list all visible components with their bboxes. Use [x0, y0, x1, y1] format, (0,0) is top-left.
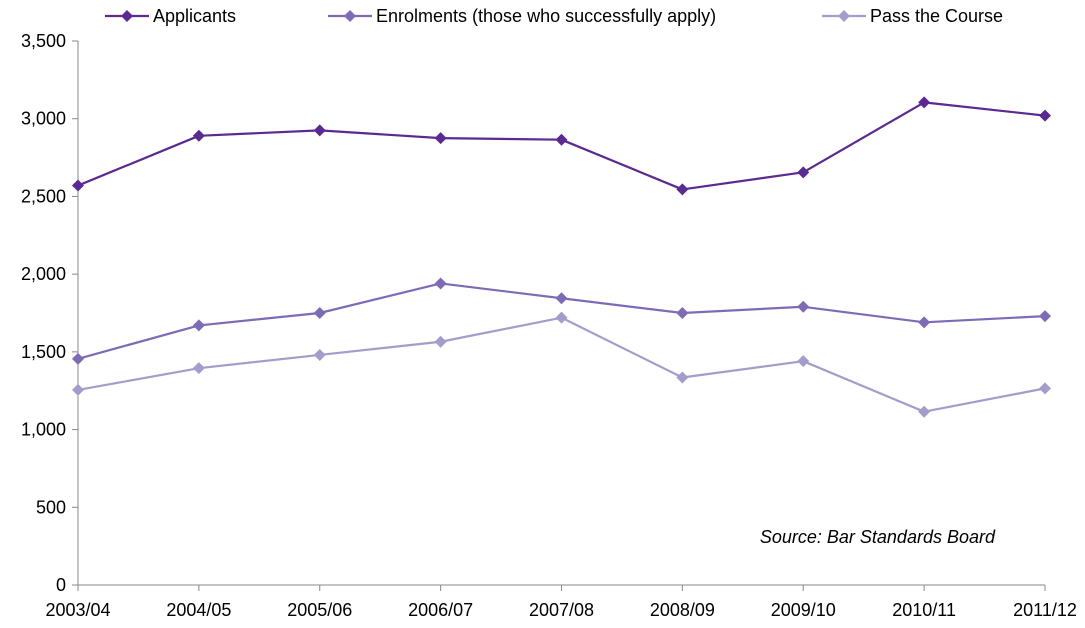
legend-item: Applicants [105, 6, 236, 26]
y-tick-label: 3,000 [21, 109, 66, 129]
x-tick-label: 2009/10 [771, 600, 836, 620]
series-3 [72, 311, 1051, 418]
data-point [72, 352, 84, 365]
y-tick-label: 2,000 [21, 264, 66, 284]
data-point [434, 132, 447, 145]
data-point [72, 383, 84, 396]
y-tick-label: 1,500 [21, 342, 66, 362]
legend-item: Enrolments (those who successfully apply… [328, 6, 716, 26]
data-point [1039, 382, 1051, 395]
series-1 [72, 96, 1051, 196]
x-tick-label: 2003/04 [45, 600, 110, 620]
y-axis: 0 500 1,000 1,500 2,000 2,500 3,000 3,500 [21, 31, 79, 595]
data-point [192, 319, 205, 332]
y-tick-label: 1,000 [21, 420, 66, 440]
x-tick-label: 2007/08 [529, 600, 594, 620]
data-point [676, 371, 689, 384]
legend-marker [121, 10, 133, 22]
data-point [918, 96, 931, 109]
x-tick-label: 2010/11 [892, 600, 956, 620]
series-line [77, 316, 1046, 413]
data-point [676, 183, 689, 196]
legend-label: Pass the Course [870, 6, 1003, 26]
y-tick-label: 0 [56, 575, 66, 595]
y-tick-label: 500 [36, 497, 66, 517]
data-point [192, 129, 205, 142]
data-point [797, 166, 810, 179]
data-point [797, 300, 810, 313]
data-point [797, 355, 810, 368]
series-layer [72, 96, 1051, 418]
x-tick-label: 2006/07 [408, 600, 473, 620]
legend: Applicants Enrolments (those who successf… [105, 6, 1003, 26]
legend-marker [344, 10, 356, 22]
x-tick-label: 2008/09 [650, 600, 715, 620]
data-point [1039, 109, 1051, 122]
legend-label: Enrolments (those who successfully apply… [376, 6, 716, 26]
source-annotation: Source: Bar Standards Board [760, 527, 996, 547]
legend-item: Pass the Course [822, 6, 1003, 26]
x-tick-label: 2011/12 [1013, 600, 1077, 620]
data-point [555, 311, 568, 324]
data-point [313, 124, 326, 137]
data-point [434, 277, 447, 290]
data-point [918, 316, 931, 329]
data-point [192, 362, 205, 375]
legend-marker [838, 10, 850, 22]
data-point [313, 307, 326, 319]
data-point [555, 292, 568, 305]
x-tick-label: 2005/06 [287, 600, 352, 620]
data-point [676, 307, 689, 319]
data-point [434, 335, 447, 348]
series-2 [72, 277, 1051, 365]
x-tick-label: 2004/05 [166, 600, 231, 620]
data-point [555, 133, 568, 146]
series-line [77, 101, 1046, 191]
data-point [72, 179, 84, 192]
data-point [918, 405, 931, 418]
y-tick-label: 3,500 [21, 31, 66, 51]
y-tick-label: 2,500 [21, 186, 66, 206]
data-point [313, 348, 326, 361]
legend-label: Applicants [153, 6, 236, 26]
data-point [1039, 310, 1051, 323]
x-axis: 2003/04 2004/05 2005/06 2006/07 2007/08 2008/… [45, 584, 1077, 620]
